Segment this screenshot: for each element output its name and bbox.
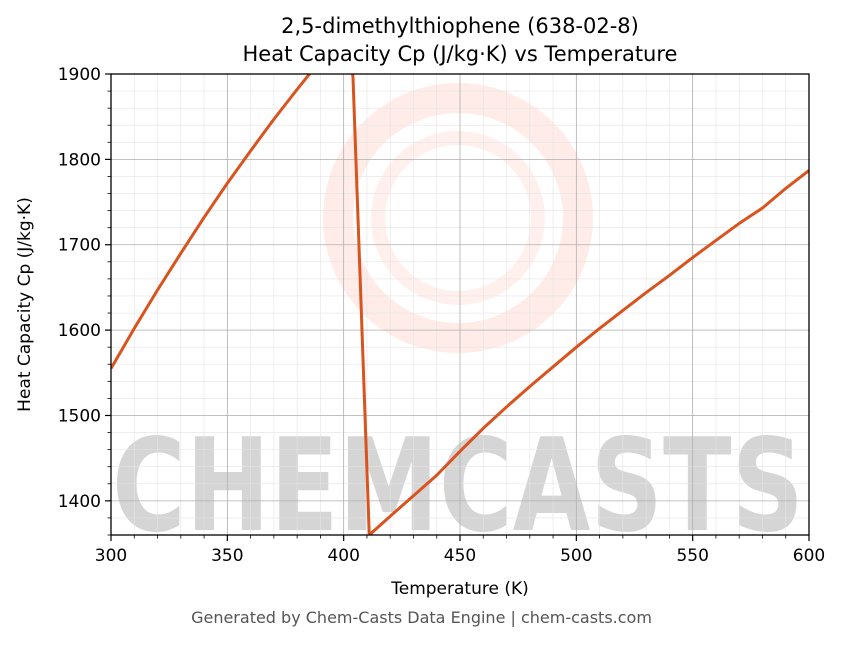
watermark: CHEMCASTS [112,83,804,561]
watermark-text: CHEMCASTS [112,412,804,561]
footer-credit: Generated by Chem-Casts Data Engine | ch… [191,608,652,627]
series-layer [111,74,809,535]
series-line [111,74,809,535]
x-tick-label: 600 [793,546,825,566]
watermark-swirl-inner [371,131,545,305]
x-tick-label: 300 [95,546,127,566]
y-tick-label: 1400 [58,492,101,512]
y-axis-label: Heat Capacity Cp (J/kg·K) [15,197,35,412]
y-tick-label: 1700 [58,236,101,256]
x-tick-label: 350 [211,546,243,566]
chart-subtitle: Heat Capacity Cp (J/kg·K) vs Temperature [243,42,678,66]
y-tick-label: 1900 [58,65,101,85]
x-tick-label: 450 [444,546,476,566]
x-tick-label: 400 [327,546,359,566]
y-tick-label: 1800 [58,150,101,170]
x-tick-label: 550 [676,546,708,566]
y-tick-label: 1600 [58,321,101,341]
x-axis-label: Temperature (K) [390,579,529,599]
watermark-swirl [323,83,593,353]
ticks: 300 350 400 450 500 550 600 1400 1500 1600 1700 180… [58,65,825,566]
y-tick-label: 1500 [58,406,101,426]
series-group [111,74,809,535]
chart-title: 2,5-dimethylthiophene (638-02-8) [281,14,639,38]
x-tick-label: 500 [560,546,592,566]
